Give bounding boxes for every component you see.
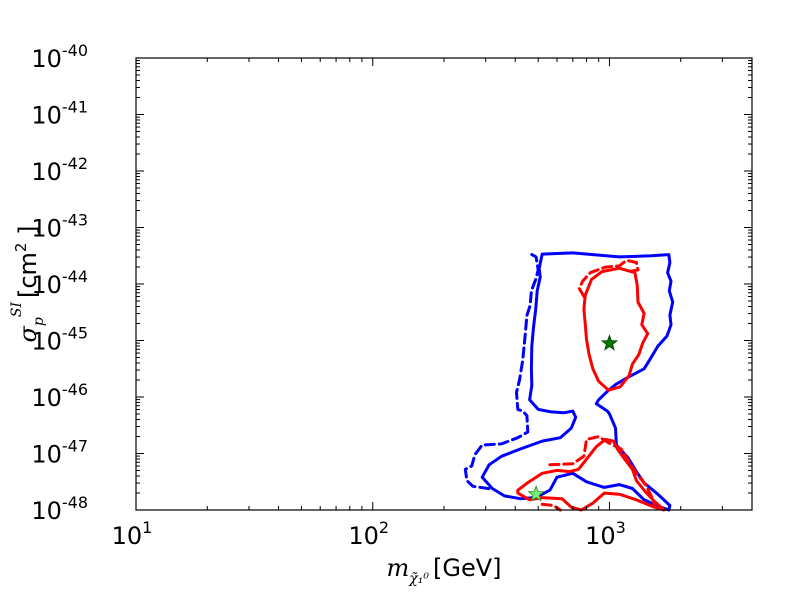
y-tick-label: 10-42 [31,154,88,186]
red-dashed-contour-lower-tail [540,502,562,512]
blue-solid-contour [480,251,675,512]
label-layer: mχ̃₁⁰ [GeV] σpSI[cm2 ] [9,226,502,587]
y-tick-label: 10-46 [31,380,88,412]
red-solid-contour-lower [516,437,666,512]
y-tick-label: 10-43 [31,211,88,243]
x-axis-label: mχ̃₁⁰ [GeV] [387,554,502,587]
y-tick-label: 10-47 [31,437,88,469]
x-tick-label: 101 [112,518,153,550]
y-axis-label: σpSI[cm2 ] [9,226,47,343]
blue-dashed-contour [463,253,540,491]
x-tick-label: 102 [348,518,389,550]
red-solid-contour-upper [582,266,650,392]
best-fit-star-dark-green [600,334,619,351]
tick-layer: 101 102 103 10-40 10-41 10-42 10-43 10-44 10-45 1… [31,41,753,550]
red-dashed-contour-upper [577,258,640,298]
marker-layer [527,334,619,502]
best-fit-star-light-green [527,485,545,502]
y-tick-label: 10-48 [31,493,88,525]
plot-frame [135,57,753,511]
y-tick-label: 10-41 [31,98,88,130]
series-layer [463,251,675,512]
y-tick-label: 10-44 [31,267,88,299]
y-tick-label: 10-40 [31,41,88,73]
x-tick-label: 103 [585,518,626,550]
y-tick-label: 10-45 [31,324,88,356]
